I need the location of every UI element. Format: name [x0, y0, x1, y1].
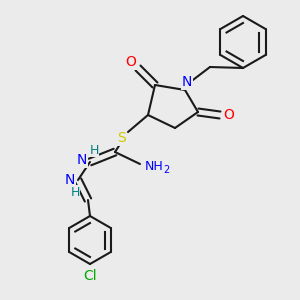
Text: NH: NH	[145, 160, 164, 172]
Text: N: N	[65, 173, 75, 187]
Text: N: N	[182, 75, 192, 89]
Text: H: H	[70, 185, 80, 199]
Text: S: S	[117, 131, 125, 145]
Text: O: O	[126, 55, 136, 69]
Text: H: H	[89, 143, 99, 157]
Text: 2: 2	[163, 165, 169, 175]
Text: N: N	[77, 153, 87, 167]
Text: Cl: Cl	[83, 269, 97, 283]
Text: O: O	[224, 108, 234, 122]
